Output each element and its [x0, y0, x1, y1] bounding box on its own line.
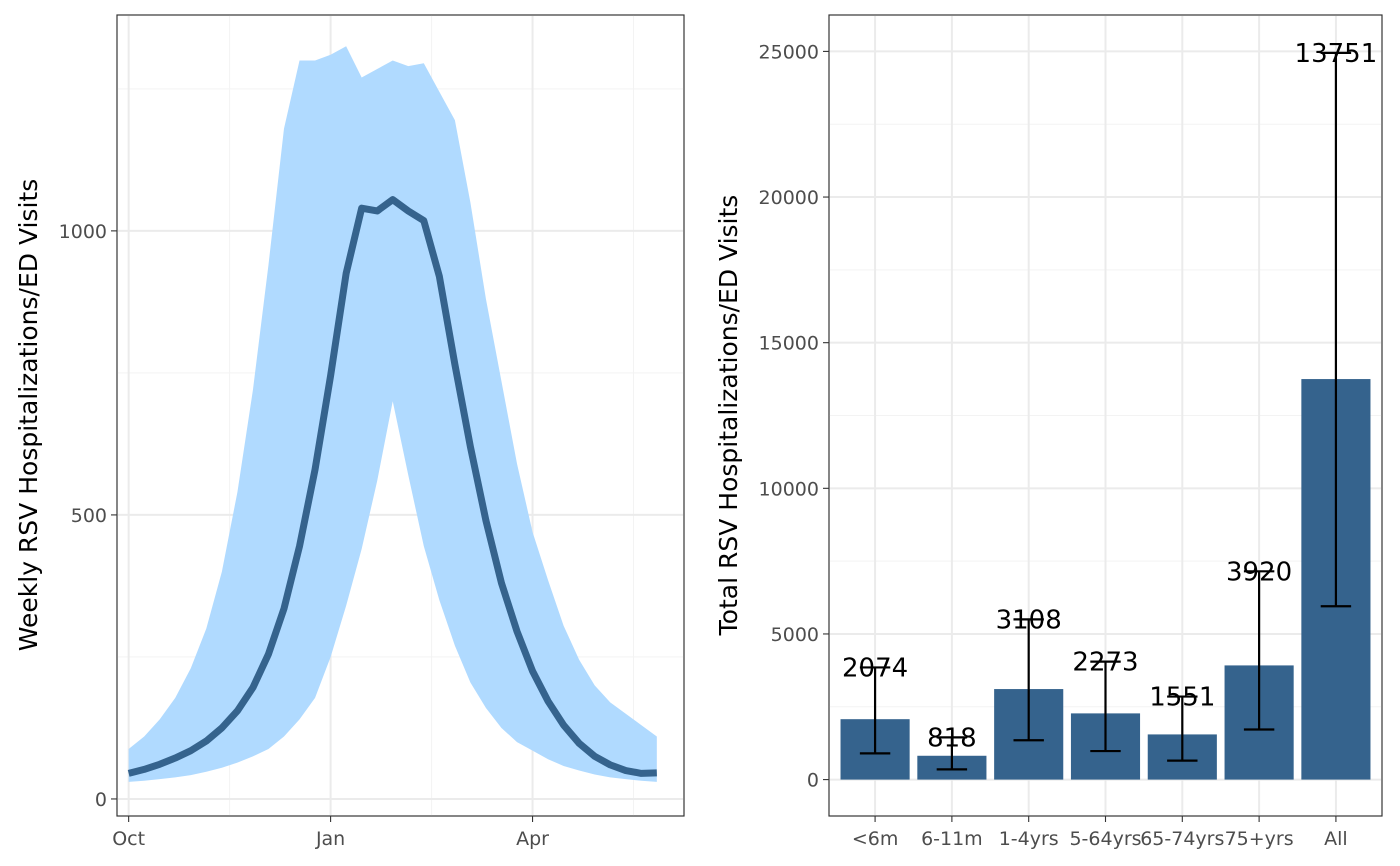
total-chart-x-tick-label: 65-74yrs — [1140, 828, 1224, 850]
total-chart-bar-value-label: 3108 — [996, 605, 1062, 635]
total-chart-y-tick-label: 0 — [807, 770, 819, 792]
total-chart-x-tick-label: 1-4yrs — [999, 828, 1059, 850]
total-chart-y-axis-title: Total RSV Hospitalizations/ED Visits — [714, 195, 743, 637]
total-chart-y-axis: 0 5000 10000 15000 20000 25000 — [759, 41, 829, 792]
total-chart-bar-value-label: 13751 — [1295, 39, 1378, 69]
weekly-chart-y-tick-label: 1000 — [59, 221, 107, 243]
total-chart-y-tick-label: 5000 — [771, 624, 819, 646]
weekly-chart-border — [116, 14, 685, 817]
total-chart-panel: 2074 818 3108 2273 1551 3920 13751 0 5000 10000 1… — [714, 14, 1383, 850]
weekly-chart-x-axis: Oct Jan Apr — [112, 816, 549, 850]
total-chart-x-tick-label: 75+yrs — [1225, 828, 1294, 850]
total-chart-bar-labels: 2074 818 3108 2273 1551 3920 13751 — [842, 39, 1377, 753]
total-chart-bar-value-label: 818 — [927, 723, 977, 753]
total-chart-bar-value-label: 2074 — [842, 653, 908, 683]
weekly-chart-median-line — [127, 196, 657, 777]
total-chart-bar-value-label: 2273 — [1072, 648, 1138, 678]
weekly-chart-y-axis: 0 500 1000 — [59, 221, 117, 811]
total-chart-x-tick-label: 6-11m — [921, 828, 983, 850]
total-chart-x-tick-label: <6m — [852, 828, 899, 850]
weekly-chart-y-axis-title: Weekly RSV Hospitalizations/ED Visits — [14, 179, 43, 652]
total-chart-y-tick-label: 25000 — [759, 41, 819, 63]
weekly-chart-x-tick-label: Apr — [516, 828, 549, 850]
total-chart-y-tick-label: 10000 — [759, 478, 819, 500]
total-chart-x-tick-label: All — [1324, 828, 1348, 850]
total-chart-y-tick-label: 15000 — [759, 333, 819, 355]
weekly-chart-uncertainty-band — [128, 46, 657, 782]
total-chart-y-tick-label: 20000 — [759, 187, 819, 209]
weekly-chart-y-tick-label: 500 — [71, 505, 107, 527]
weekly-chart-band-layer — [128, 46, 657, 782]
total-chart-error-bars — [859, 51, 1352, 771]
weekly-chart-panel: 0 500 1000 Oct Jan Apr Weekly RSV Hospitaliz… — [14, 14, 685, 850]
weekly-chart-line-layer — [127, 196, 657, 777]
weekly-chart-x-tick-label: Jan — [315, 828, 345, 850]
total-chart-bar-value-label: 3920 — [1226, 557, 1292, 587]
total-chart-x-tick-label: 5-64yrs — [1069, 828, 1141, 850]
weekly-chart-y-tick-label: 0 — [95, 789, 107, 811]
total-chart-bar-value-label: 1551 — [1149, 683, 1215, 713]
weekly-chart-x-tick-label: Oct — [112, 828, 145, 850]
